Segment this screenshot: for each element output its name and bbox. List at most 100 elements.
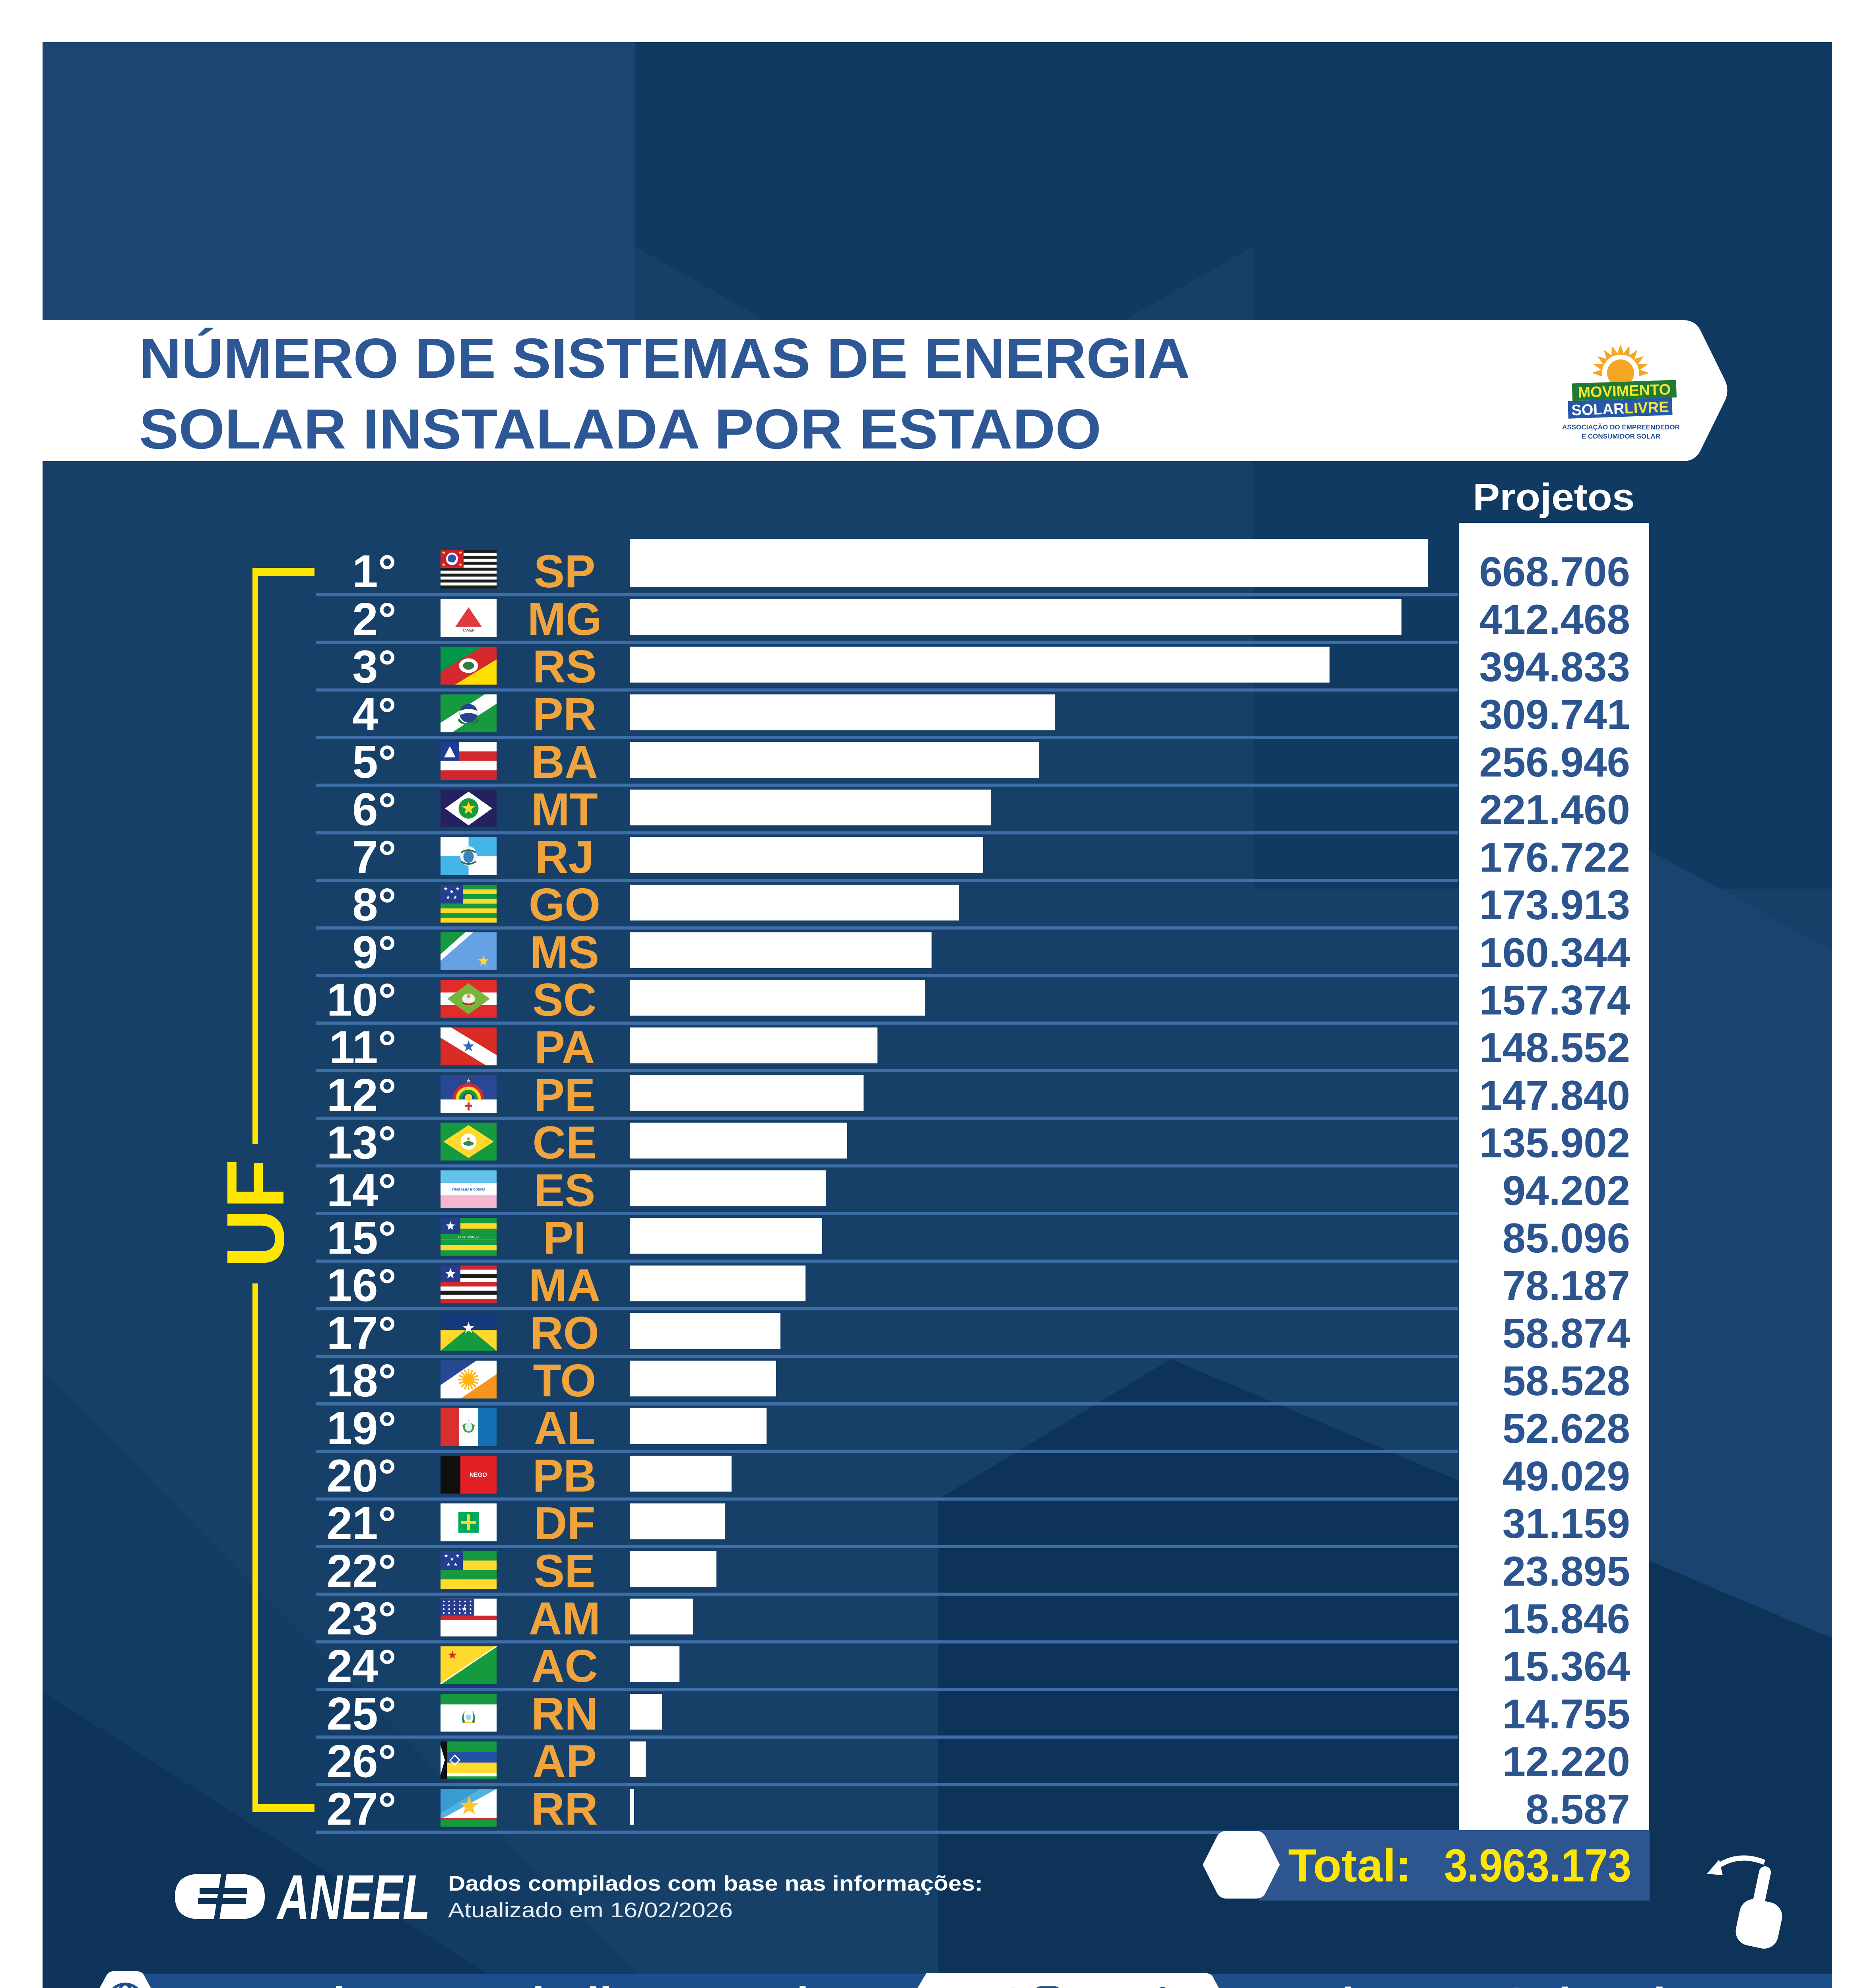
svg-text:668.706: 668.706 [1479,549,1630,595]
svg-text:147.840: 147.840 [1479,1072,1630,1119]
svg-text:12°: 12° [327,1069,396,1121]
svg-text:14°: 14° [327,1164,396,1216]
svg-text:173.913: 173.913 [1479,882,1630,928]
svg-text:6°: 6° [352,784,396,835]
svg-text:PB: PB [532,1450,596,1502]
svg-text:8.587: 8.587 [1526,1786,1630,1833]
svg-text:Movimento Solar Livre: Movimento Solar Livre [1252,1978,1733,1988]
svg-text:13 DE MARÇO: 13 DE MARÇO [458,1235,479,1239]
svg-text:ES: ES [534,1164,596,1216]
svg-text:176.722: 176.722 [1479,834,1630,881]
svg-text:SOLARLIVRE: SOLARLIVRE [1571,399,1669,419]
svg-text:SE: SE [534,1545,596,1597]
svg-text:RR: RR [531,1783,598,1835]
svg-text:RS: RS [532,641,596,693]
svg-text:22°: 22° [327,1545,396,1597]
svg-text:ANEEL: ANEEL [276,1862,430,1933]
svg-text:4°: 4° [352,688,396,740]
svg-text:2°: 2° [352,593,396,645]
svg-text:9°: 9° [352,926,396,978]
svg-text:NÚMERO DE SISTEMAS DE ENERGIA: NÚMERO DE SISTEMAS DE ENERGIA [139,327,1190,390]
svg-text:148.552: 148.552 [1479,1025,1630,1071]
svg-text:NEGO: NEGO [470,1472,487,1479]
svg-text:3°: 3° [352,641,396,693]
svg-text:Total:: Total: [1288,1839,1411,1891]
svg-text:15°: 15° [327,1212,396,1264]
svg-text:E CONSUMIDOR SOLAR: E CONSUMIDOR SOLAR [1582,433,1660,440]
svg-text:14.755: 14.755 [1502,1691,1630,1738]
svg-text:TAMEN: TAMEN [462,629,475,633]
svg-text:TRABALHA E CONFIA: TRABALHA E CONFIA [452,1188,485,1191]
svg-text:12.220: 12.220 [1502,1739,1630,1785]
svg-text:394.833: 394.833 [1479,644,1630,691]
svg-text:GO: GO [529,879,600,930]
svg-text:15.846: 15.846 [1502,1596,1630,1642]
svg-text:20°: 20° [327,1450,396,1502]
svg-text:DF: DF [534,1497,596,1549]
svg-text:PI: PI [543,1212,586,1264]
svg-text:21°: 21° [327,1497,396,1549]
svg-text:BA: BA [531,736,598,788]
svg-text:AP: AP [532,1736,596,1787]
svg-text:17°: 17° [327,1307,396,1359]
svg-text:13°: 13° [327,1117,396,1169]
svg-text:135.902: 135.902 [1479,1120,1630,1167]
svg-text:UF: UF [210,1159,301,1268]
svg-text:AM: AM [529,1593,600,1644]
svg-text:160.344: 160.344 [1479,930,1630,976]
svg-text:11°: 11° [329,1021,396,1073]
svg-text:PA: PA [534,1021,595,1073]
svg-text:ASSOCIAÇÃO DO EMPREENDEDOR: ASSOCIAÇÃO DO EMPREENDEDOR [1562,423,1680,431]
svg-text:31.159: 31.159 [1502,1501,1630,1547]
svg-text:CE: CE [532,1117,596,1169]
svg-text:15.364: 15.364 [1502,1643,1630,1690]
svg-text:309.741: 309.741 [1479,691,1630,738]
svg-text:10°: 10° [327,974,396,1026]
svg-text:MA: MA [529,1260,600,1311]
svg-text:94.202: 94.202 [1502,1167,1630,1214]
svg-text:Atualizado em 16/02/2026: Atualizado em 16/02/2026 [448,1899,733,1922]
svg-text:8°: 8° [352,879,396,930]
svg-text:RN: RN [531,1688,598,1740]
svg-text:AL: AL [534,1402,596,1454]
svg-text:49.029: 49.029 [1502,1453,1630,1500]
svg-text:412.468: 412.468 [1479,596,1630,643]
svg-text:Dados compilados com base nas: Dados compilados com base nas informaçõe… [448,1872,983,1895]
svg-text:Projetos: Projetos [1473,476,1635,518]
svg-text:AC: AC [531,1640,598,1692]
svg-text:58.528: 58.528 [1502,1358,1630,1404]
svg-text:221.460: 221.460 [1479,787,1630,833]
svg-text:PR: PR [532,688,596,740]
svg-text:7°: 7° [352,831,396,883]
svg-text:TO: TO [533,1355,596,1406]
svg-text:24°: 24° [327,1640,396,1692]
svg-text:SC: SC [532,974,596,1026]
svg-text:1°: 1° [352,546,396,597]
svg-text:3.963.173: 3.963.173 [1444,1839,1631,1891]
svg-text:5°: 5° [352,736,396,788]
svg-text:85.096: 85.096 [1502,1215,1630,1262]
svg-text:23.895: 23.895 [1502,1548,1630,1595]
svg-text:PE: PE [534,1069,596,1121]
svg-text:16°: 16° [327,1260,396,1311]
svg-text:26°: 26° [327,1736,396,1787]
svg-text:RJ: RJ [535,831,594,883]
svg-text:RO: RO [530,1307,599,1359]
svg-text:MOVIMENTO: MOVIMENTO [1578,381,1671,401]
svg-text:27°: 27° [327,1783,396,1835]
svg-text:52.628: 52.628 [1502,1406,1630,1452]
svg-text:movimentosolarlivre.com.br: movimentosolarlivre.com.br [241,1980,841,1988]
svg-text:78.187: 78.187 [1502,1263,1630,1309]
svg-text:256.946: 256.946 [1479,739,1630,786]
svg-text:f: f [1003,1981,1016,1988]
svg-text:MG: MG [528,593,602,645]
svg-text:in: in [954,1983,986,1988]
svg-text:SP: SP [534,546,596,597]
svg-text:23°: 23° [327,1593,396,1644]
svg-text:SOLAR INSTALADA POR ESTADO: SOLAR INSTALADA POR ESTADO [139,398,1101,461]
svg-text:58.874: 58.874 [1502,1310,1630,1357]
svg-text:19°: 19° [327,1402,396,1454]
svg-text:25°: 25° [327,1688,396,1740]
svg-text:157.374: 157.374 [1479,977,1630,1024]
svg-text:18°: 18° [327,1355,396,1406]
